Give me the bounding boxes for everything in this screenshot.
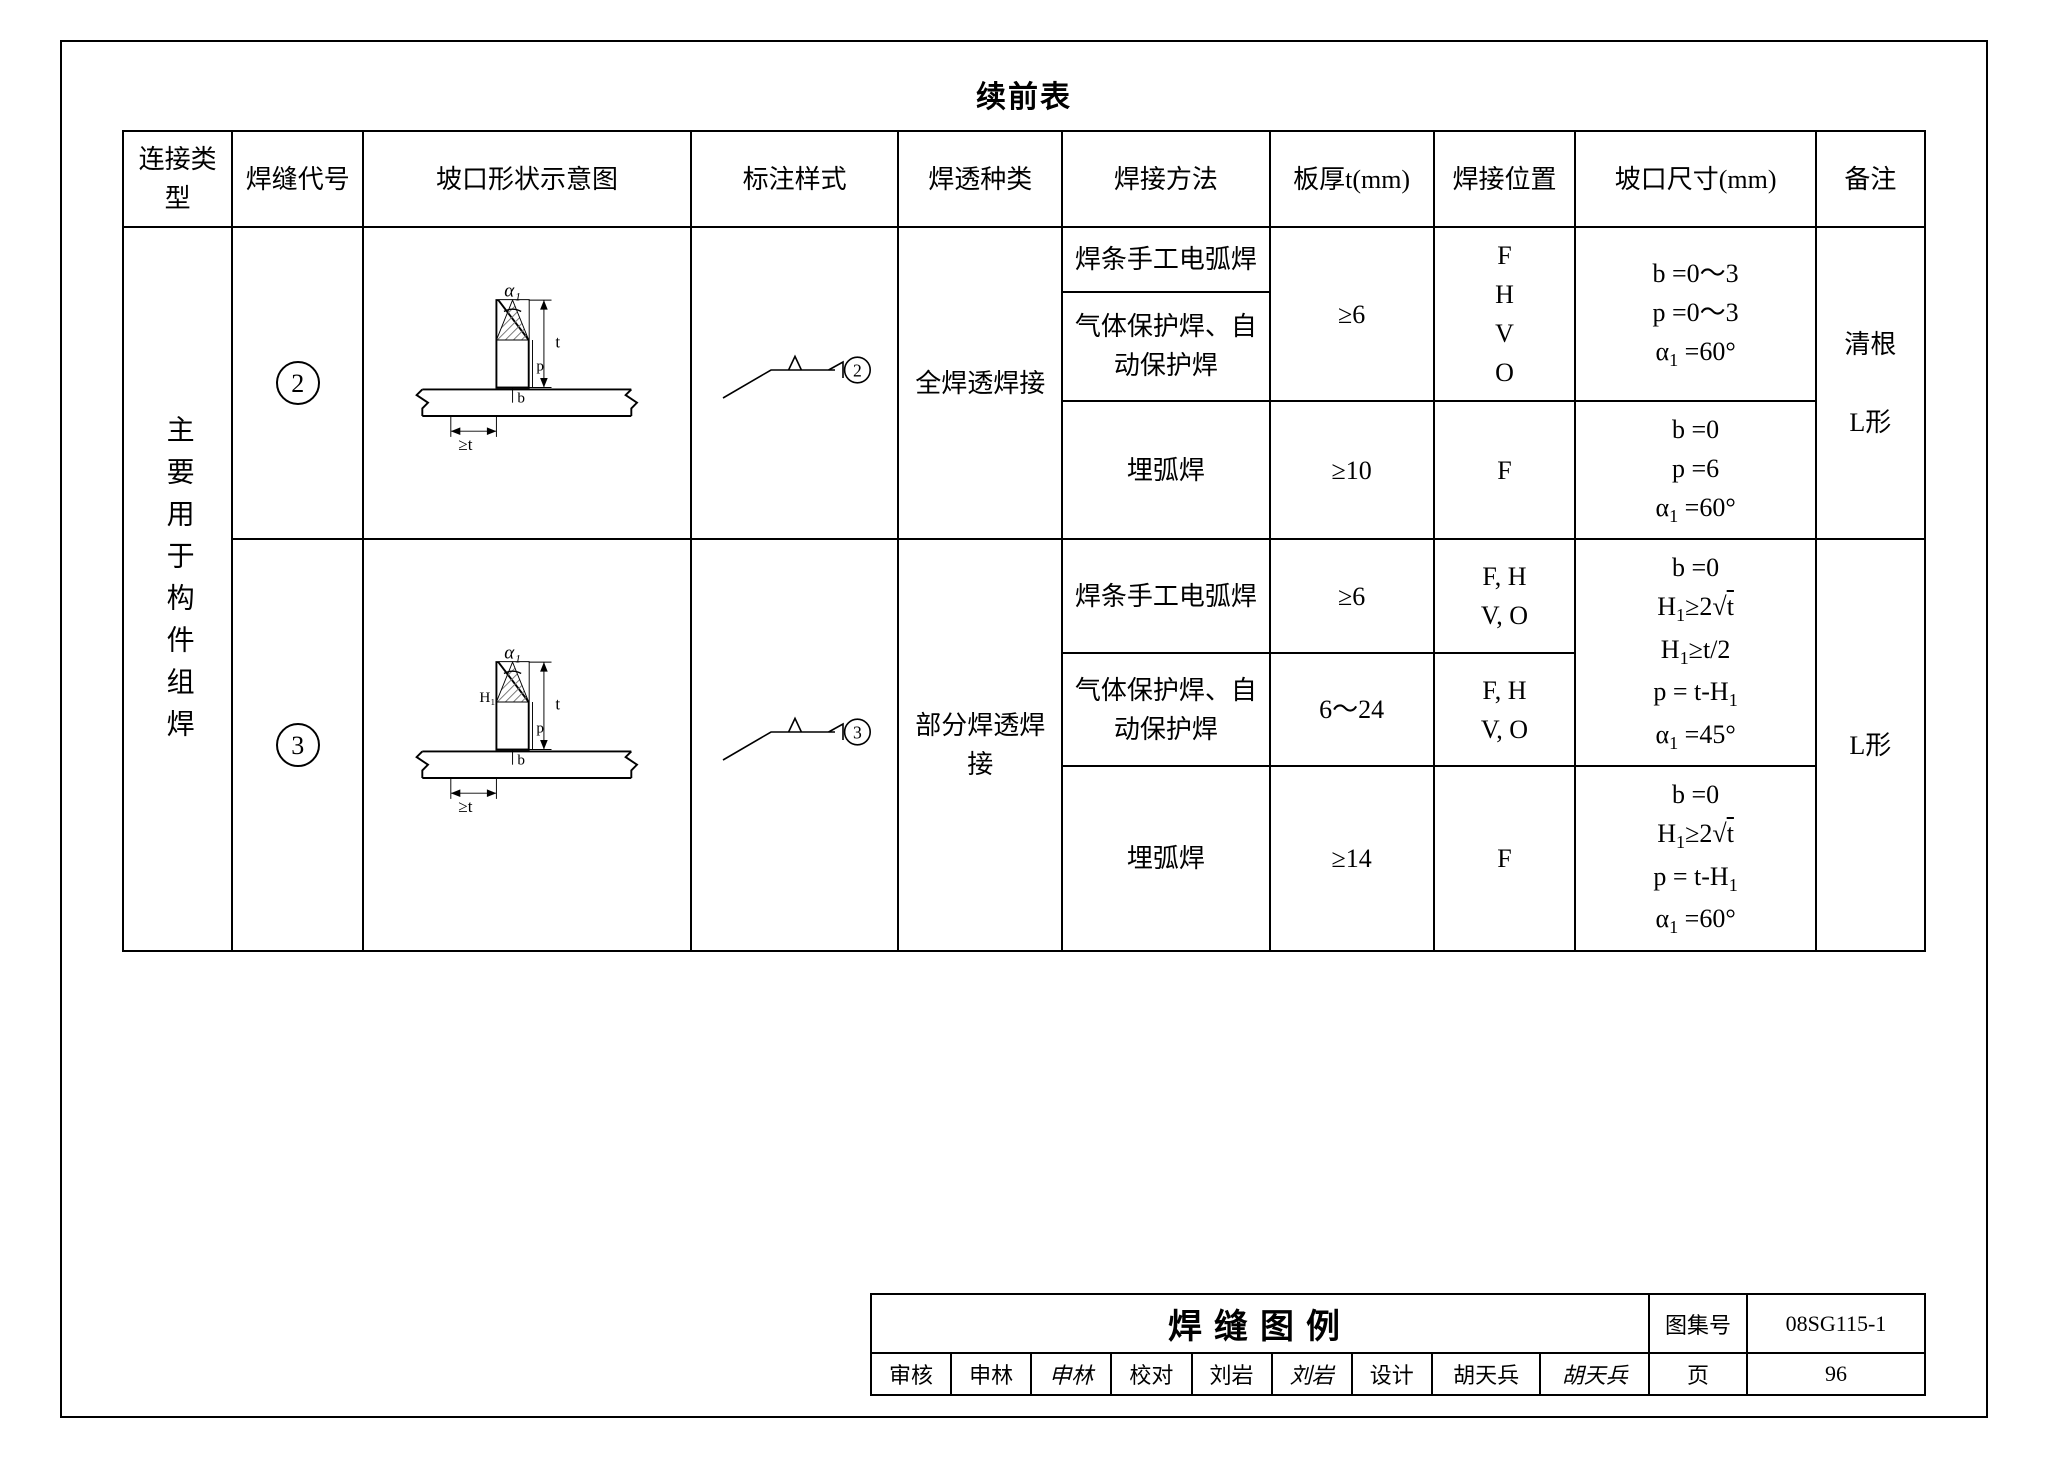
svg-text:t: t bbox=[556, 332, 561, 351]
title-block: 焊缝图例 图集号 08SG115-1 审核 申林 申林 校对 刘岩 刘岩 设计 … bbox=[870, 1293, 1926, 1396]
groove-dimensions: b =0H1≥2√tH1≥t/2p = t-H1α1 =45° bbox=[1575, 539, 1815, 766]
plate-thickness: ≥6 bbox=[1270, 539, 1434, 652]
svg-text:α₁: α₁ bbox=[505, 645, 522, 663]
column-header: 焊接方法 bbox=[1062, 131, 1270, 227]
connection-type: 主要用于构件组焊 bbox=[123, 227, 232, 951]
plate-thickness: ≥6 bbox=[1270, 227, 1434, 401]
plate-thickness: 6～24 bbox=[1270, 653, 1434, 766]
column-header: 焊缝代号 bbox=[232, 131, 363, 227]
remark: 清根L形 bbox=[1816, 227, 1925, 539]
check-name: 刘岩 bbox=[1192, 1353, 1272, 1395]
weld-spec-table: 连接类型焊缝代号坡口形状示意图标注样式焊透种类焊接方法板厚t(mm)焊接位置坡口… bbox=[122, 130, 1926, 952]
page-label: 页 bbox=[1649, 1353, 1747, 1395]
svg-text:t: t bbox=[556, 694, 561, 713]
page-no: 96 bbox=[1747, 1353, 1925, 1395]
penetration-type: 部分焊透焊接 bbox=[898, 539, 1062, 950]
weld-mark-symbol: 3 bbox=[715, 710, 875, 770]
continued-table-title: 续前表 bbox=[122, 72, 1926, 116]
design-label: 设计 bbox=[1352, 1353, 1432, 1395]
drawing-frame: 续前表 连接类型焊缝代号坡口形状示意图标注样式焊透种类焊接方法板厚t(mm)焊接… bbox=[60, 40, 1988, 1418]
groove-diagram: α₁ t p H₁ b ≥t bbox=[374, 645, 680, 835]
check-label: 校对 bbox=[1111, 1353, 1191, 1395]
welding-method: 气体保护焊、自动保护焊 bbox=[1062, 292, 1270, 401]
groove-diagram: α₁ t p b ≥t bbox=[374, 283, 680, 473]
svg-text:H₁: H₁ bbox=[480, 689, 496, 706]
plate-thickness: ≥10 bbox=[1270, 401, 1434, 539]
welding-position: FHVO bbox=[1434, 227, 1576, 401]
weld-mark-symbol: 2 bbox=[715, 348, 875, 408]
welding-position: F, HV, O bbox=[1434, 539, 1576, 652]
svg-text:≥t: ≥t bbox=[459, 435, 473, 454]
svg-text:p: p bbox=[537, 719, 545, 736]
review-signature: 申林 bbox=[1031, 1353, 1111, 1395]
design-name: 胡天兵 bbox=[1432, 1353, 1541, 1395]
svg-text:α₁: α₁ bbox=[505, 283, 522, 301]
svg-text:≥t: ≥t bbox=[459, 797, 473, 816]
penetration-type: 全焊透焊接 bbox=[898, 227, 1062, 539]
mark-style: 3 bbox=[691, 539, 899, 950]
welding-position: F bbox=[1434, 766, 1576, 950]
svg-text:b: b bbox=[518, 751, 526, 768]
plate-thickness: ≥14 bbox=[1270, 766, 1434, 950]
column-header: 备注 bbox=[1816, 131, 1925, 227]
table-row: 主要用于构件组焊2 α₁ t p b bbox=[123, 227, 1925, 292]
welding-method: 埋弧焊 bbox=[1062, 401, 1270, 539]
check-signature: 刘岩 bbox=[1272, 1353, 1352, 1395]
drawing-title: 焊缝图例 bbox=[1168, 1309, 1352, 1346]
design-signature: 胡天兵 bbox=[1540, 1353, 1649, 1395]
welding-method: 焊条手工电弧焊 bbox=[1062, 539, 1270, 652]
welding-position: F bbox=[1434, 401, 1576, 539]
weld-number: 2 bbox=[232, 227, 363, 539]
set-no: 08SG115-1 bbox=[1747, 1294, 1925, 1353]
welding-method: 气体保护焊、自动保护焊 bbox=[1062, 653, 1270, 766]
column-header: 板厚t(mm) bbox=[1270, 131, 1434, 227]
svg-text:2: 2 bbox=[853, 360, 862, 380]
svg-text:3: 3 bbox=[853, 722, 862, 742]
column-header: 坡口形状示意图 bbox=[363, 131, 691, 227]
svg-text:b: b bbox=[518, 389, 526, 406]
column-header: 标注样式 bbox=[691, 131, 899, 227]
table-header-row: 连接类型焊缝代号坡口形状示意图标注样式焊透种类焊接方法板厚t(mm)焊接位置坡口… bbox=[123, 131, 1925, 227]
remark: L形 bbox=[1816, 539, 1925, 950]
welding-method: 焊条手工电弧焊 bbox=[1062, 227, 1270, 292]
svg-text:p: p bbox=[537, 357, 545, 374]
groove-diagram-cell: α₁ t p b ≥t bbox=[363, 227, 691, 539]
groove-diagram-cell: α₁ t p H₁ b ≥t bbox=[363, 539, 691, 950]
mark-style: 2 bbox=[691, 227, 899, 539]
groove-dimensions: b =0～3p =0～3α1 =60° bbox=[1575, 227, 1815, 401]
welding-method: 埋弧焊 bbox=[1062, 766, 1270, 950]
table-row: 3 α₁ t p H₁ b bbox=[123, 539, 1925, 652]
review-name: 申林 bbox=[951, 1353, 1031, 1395]
welding-position: F, HV, O bbox=[1434, 653, 1576, 766]
groove-dimensions: b =0p =6α1 =60° bbox=[1575, 401, 1815, 539]
column-header: 焊透种类 bbox=[898, 131, 1062, 227]
groove-dimensions: b =0H1≥2√tp = t-H1α1 =60° bbox=[1575, 766, 1815, 950]
column-header: 连接类型 bbox=[123, 131, 232, 227]
set-no-label: 图集号 bbox=[1649, 1294, 1747, 1353]
column-header: 坡口尺寸(mm) bbox=[1575, 131, 1815, 227]
weld-number: 3 bbox=[232, 539, 363, 950]
review-label: 审核 bbox=[871, 1353, 951, 1395]
column-header: 焊接位置 bbox=[1434, 131, 1576, 227]
